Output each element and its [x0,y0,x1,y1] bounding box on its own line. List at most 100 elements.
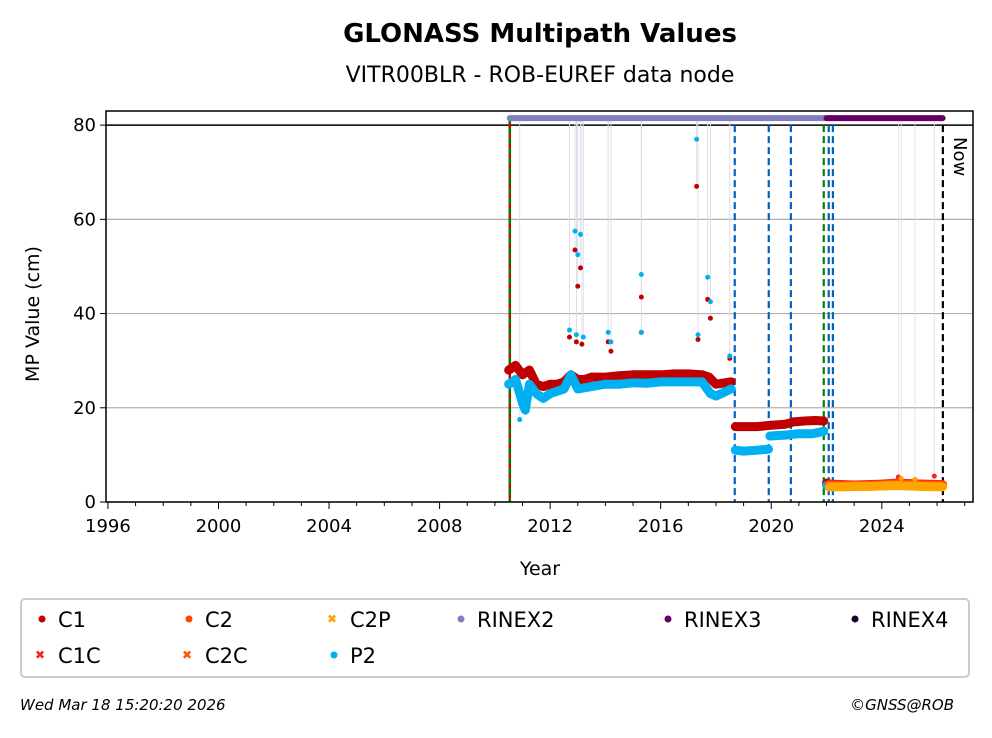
legend-label-p2: P2 [350,644,376,668]
legend-marker-p2 [330,651,338,659]
point-c1 [505,365,512,372]
outlier-p2 [608,339,614,345]
legend-marker-c1 [38,615,46,623]
point-p2 [699,377,706,384]
outlier-c1 [572,247,578,253]
point-p2 [795,429,802,436]
timestamp: Wed Mar 18 15:20:20 2026 [20,696,226,714]
x-tick-label: 2012 [527,516,573,537]
point-c1 [602,372,609,379]
point-c1 [685,369,692,376]
point-c1 [820,416,827,423]
point-p2 [574,384,581,391]
legend-label-rinex3: RINEX3 [684,608,762,632]
point-p2 [602,379,609,386]
legend-marker-c2c: ✖ [182,648,192,662]
chart-subtitle: VITR00BLR - ROB-EUREF data node [346,63,735,88]
outlier-c1 [575,283,581,289]
point-c1 [547,379,554,386]
point-c1 [782,419,789,426]
point-c1 [740,422,747,429]
outlier-p2 [638,271,644,277]
plot-frame [105,110,974,503]
credit: ©GNSS@ROB [850,696,954,714]
point-p2 [540,393,547,400]
x-tick-label: 2004 [306,516,352,537]
point-c1 [588,372,595,379]
outlier-p2 [517,417,523,423]
point-p2 [707,389,714,396]
outlier-p2 [638,329,644,335]
point-p2 [547,389,554,396]
legend-label-rinex2: RINEX2 [477,608,555,632]
point-p2 [732,445,739,452]
point-c1 [812,416,819,423]
point-p2 [588,382,595,389]
point-c1 [728,377,735,384]
legend-marker-c2p: ✖ [327,612,337,626]
y-tick-label: 40 [73,304,96,325]
y-axis-label: MP Value (cm) [22,246,44,382]
point-c1 [712,379,719,386]
legend-label-c2: C2 [205,608,233,632]
point-p2 [671,377,678,384]
point-p2 [809,429,816,436]
outlier-c1 [573,339,579,345]
legend-marker-c1c: ✖ [35,648,45,662]
outlier-c1 [638,294,644,300]
outlier-p2 [575,252,581,258]
legend-label-c2p: C2P [350,608,391,632]
point-c2p [864,481,871,488]
point-c1 [657,370,664,377]
y-axis: 0 20 40 60 80 [73,115,106,513]
point-p2 [567,370,574,377]
point-c1 [581,375,588,382]
legend-label-c1: C1 [58,608,86,632]
point-c2p [920,481,927,488]
series-band-p2 [730,444,773,456]
data-marks [504,115,948,492]
point-p2 [630,378,637,385]
outlier-p2 [578,231,584,237]
point-c1 [616,371,623,378]
event-lines [508,118,944,502]
point-c1 [526,365,533,372]
point-p2 [740,446,747,453]
point-c1 [699,370,706,377]
grid [106,124,973,503]
x-tick-label: 2016 [638,516,684,537]
point-c2p [840,482,847,489]
point-c1 [732,422,739,429]
outlier-c1 [608,348,614,354]
outlier-p2 [707,299,713,305]
point-c1 [801,416,808,423]
point-p2 [643,378,650,385]
point-c1 [643,370,650,377]
point-c2p [939,482,946,489]
point-p2 [765,444,772,451]
y-tick-label: 0 [85,492,96,513]
y-tick-label: 80 [73,115,96,136]
x-tick-label: 2008 [417,516,463,537]
point-c2p [878,481,885,488]
point-c1 [519,370,526,377]
outlier-p2 [695,332,701,338]
outlier-c1 [695,336,701,342]
point-p2 [616,379,623,386]
point-c1 [706,372,713,379]
outlier-p2 [572,228,578,234]
point-p2 [512,375,519,382]
outlier-c1 [579,341,585,347]
outlier-p2 [605,329,611,335]
outlier-c1c [931,473,937,479]
point-c2p [851,481,858,488]
outlier-c2p [898,475,904,481]
point-c1 [671,369,678,376]
outlier-p2 [566,327,572,333]
outlier-p2 [705,274,711,280]
x-tick-label: 1996 [85,516,131,537]
point-c1 [754,422,761,429]
outlier-c1 [707,315,713,321]
point-p2 [505,379,512,386]
